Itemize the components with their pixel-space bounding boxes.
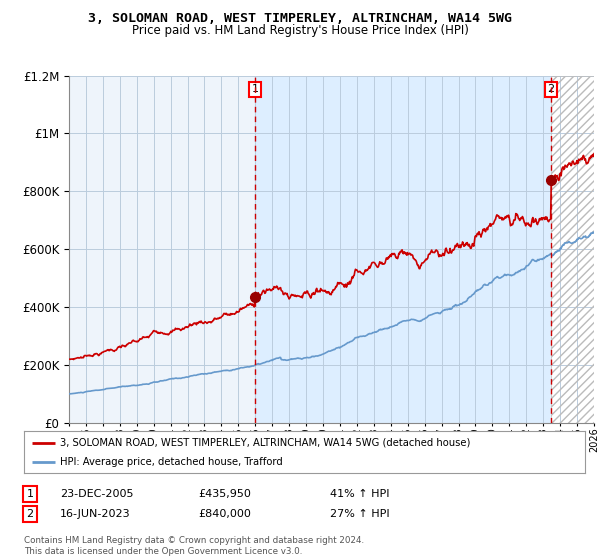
Text: 2: 2 bbox=[547, 85, 554, 94]
Text: 1: 1 bbox=[251, 85, 259, 94]
Text: £435,950: £435,950 bbox=[198, 489, 251, 499]
Text: £840,000: £840,000 bbox=[198, 509, 251, 519]
Text: 41% ↑ HPI: 41% ↑ HPI bbox=[330, 489, 389, 499]
Text: HPI: Average price, detached house, Trafford: HPI: Average price, detached house, Traf… bbox=[61, 457, 283, 467]
Bar bbox=[551, 76, 594, 423]
Text: Price paid vs. HM Land Registry's House Price Index (HPI): Price paid vs. HM Land Registry's House … bbox=[131, 24, 469, 37]
Text: 16-JUN-2023: 16-JUN-2023 bbox=[60, 509, 131, 519]
Bar bbox=[551, 76, 594, 423]
Text: 27% ↑ HPI: 27% ↑ HPI bbox=[330, 509, 389, 519]
Text: Contains HM Land Registry data © Crown copyright and database right 2024.
This d: Contains HM Land Registry data © Crown c… bbox=[24, 536, 364, 556]
Text: 1: 1 bbox=[26, 489, 34, 499]
Text: 3, SOLOMAN ROAD, WEST TIMPERLEY, ALTRINCHAM, WA14 5WG (detached house): 3, SOLOMAN ROAD, WEST TIMPERLEY, ALTRINC… bbox=[61, 437, 471, 447]
Text: 3, SOLOMAN ROAD, WEST TIMPERLEY, ALTRINCHAM, WA14 5WG: 3, SOLOMAN ROAD, WEST TIMPERLEY, ALTRINC… bbox=[88, 12, 512, 25]
Text: 23-DEC-2005: 23-DEC-2005 bbox=[60, 489, 133, 499]
Text: 2: 2 bbox=[26, 509, 34, 519]
Bar bbox=[255, 76, 551, 423]
